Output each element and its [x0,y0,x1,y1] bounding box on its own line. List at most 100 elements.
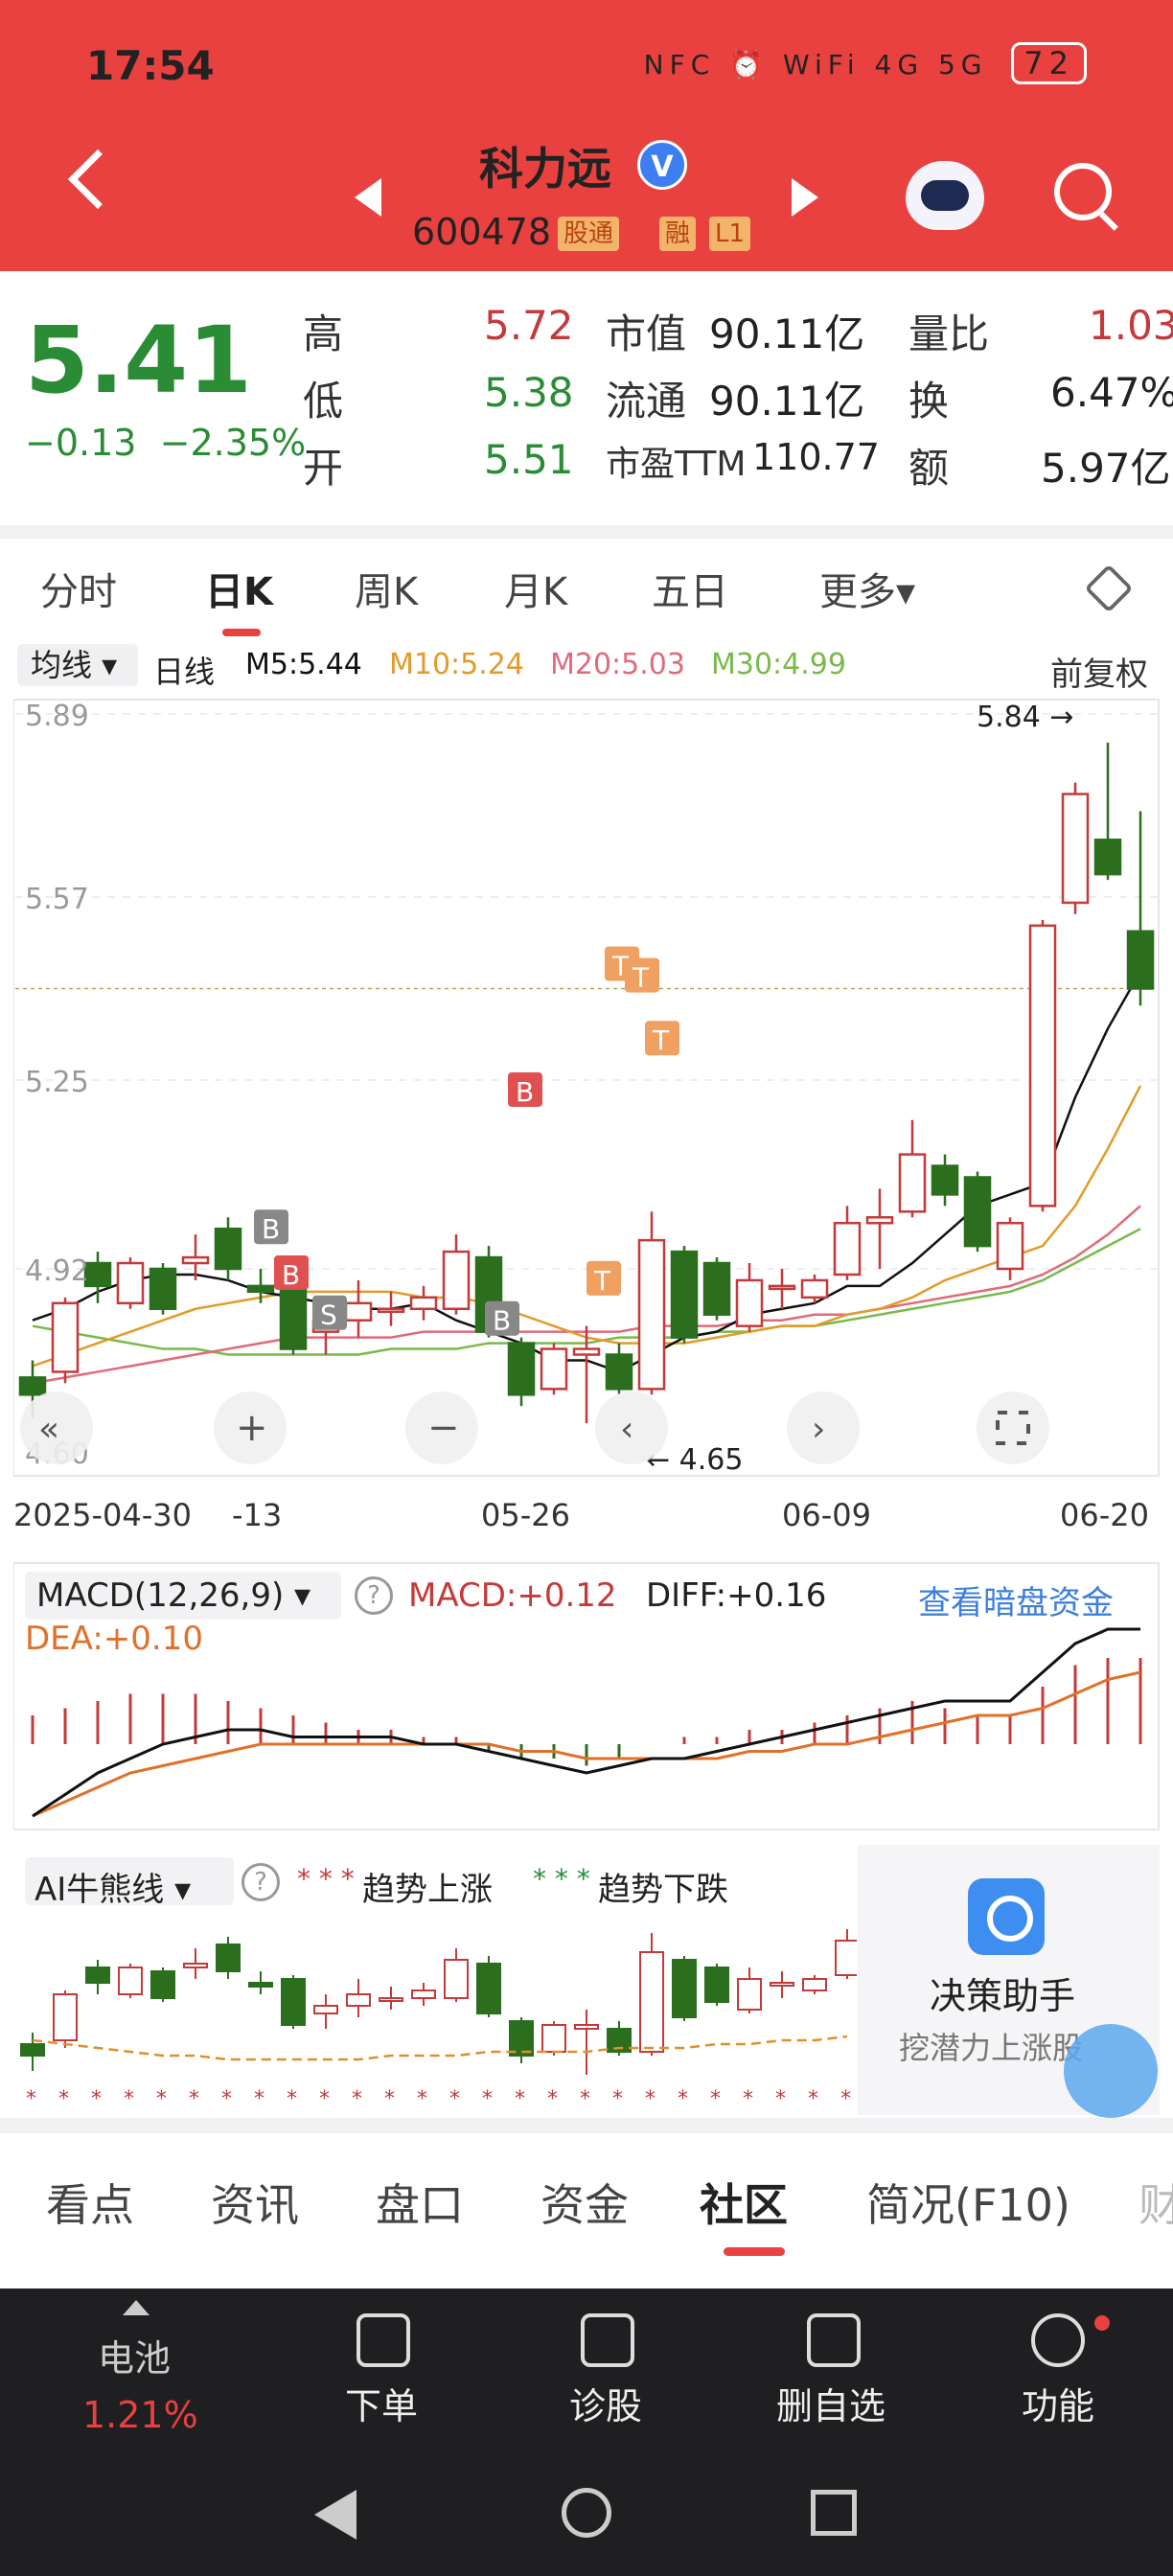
plus-icon: + [236,1406,268,1450]
divider [0,525,1173,539]
next-stock-icon[interactable] [792,178,818,217]
y-tick-label: 5.89 [25,700,89,733]
robot-assistant-icon[interactable] [906,161,984,230]
btab-community[interactable]: 社区 [700,2179,788,2231]
candle-body [18,1376,47,1396]
ai-candle-body [574,2024,599,2030]
fullscreen-icon [996,1411,1030,1445]
notification-dot [1094,2315,1110,2331]
tab-weekly-k[interactable]: 周K [355,570,419,614]
candle-body [963,1176,992,1248]
diagnose-icon[interactable] [581,2313,634,2367]
candle-body [181,1255,210,1265]
function-icon[interactable] [1031,2313,1085,2367]
nav-order[interactable]: 下单 [345,2385,419,2427]
ai-selector[interactable] [25,1857,234,1905]
trade-marker-label: B [282,1259,300,1291]
btab-funds[interactable]: 资金 [540,2179,629,2231]
expand-up-icon[interactable] [123,2300,150,2315]
ai-candle-body [313,2005,338,2014]
macd-selector[interactable] [25,1572,341,1620]
scroll-left-button [595,1392,668,1464]
ma5-label: M5:5.44 [245,648,362,681]
ai-trend-star: * [710,2087,721,2111]
settings-icon[interactable] [1084,564,1134,613]
tab-five-day[interactable]: 五日 [652,570,728,614]
search-icon[interactable] [1054,163,1112,220]
btab-financials[interactable]: 财 [1138,2179,1173,2231]
ai-trend-star: * [221,2087,232,2111]
scroll-right-button [787,1392,860,1464]
trade-marker [312,1295,347,1330]
order-icon[interactable] [356,2313,410,2367]
y-tick-label: 5.57 [25,883,89,916]
x-tick-0609: 06-09 [782,1497,871,1533]
diff-value: DIFF:+0.16 [646,1576,827,1615]
macd-help-icon[interactable]: ? [355,1576,393,1615]
nav-remove-watchlist[interactable]: 删自选 [776,2385,886,2427]
ai-trend-line [32,2035,848,2061]
ai-indicator-label[interactable]: AI牛熊线 ▾ [34,1871,192,1909]
ma-toggle-button[interactable]: 均线 ▾ [17,644,138,686]
candle-body [214,1227,242,1271]
system-recents-icon[interactable] [811,2490,857,2536]
tab-intraday[interactable]: 分时 [40,570,117,614]
ai-candle-body [118,1966,143,1995]
ai-trend-star: * [26,2087,36,2111]
remove-watchlist-icon[interactable] [807,2313,861,2367]
nav-battery-label[interactable]: 电池 [98,2337,172,2380]
btab-f10[interactable]: 简况(F10) [866,2179,1070,2231]
lightbulb-icon[interactable] [1064,2024,1158,2118]
ai-candle-body [150,1970,175,1999]
adjust-label[interactable]: 前复权 [1050,656,1148,694]
y-tick-label: 4.92 [25,1254,89,1288]
nav-function[interactable]: 功能 [1022,2385,1095,2427]
candle-body [833,1221,862,1276]
btab-news[interactable]: 资讯 [211,2179,299,2231]
macd-chart[interactable] [13,1562,1160,1830]
ai-candle-body [802,1978,827,1991]
turnover-label: 换 [908,378,950,425]
btab-orderbook[interactable]: 盘口 [376,2179,464,2231]
ai-trend-star: * [482,2087,493,2111]
chart-grid [15,713,1158,1270]
trade-markers: BBS BBT TTT [254,946,679,1337]
macd-indicator-label[interactable]: MACD(12,26,9) ▾ [36,1576,311,1615]
mktcap-label: 市值 [606,310,687,357]
tab-daily-k[interactable]: 日K [205,570,273,614]
ai-trend-star: * [743,2087,753,2111]
tab-more[interactable]: 更多▾ [819,570,916,614]
current-price: 5.41 [25,307,252,414]
ai-trend-star: * [91,2087,102,2111]
candle-body [605,1353,633,1391]
ai-help-icon[interactable]: ? [242,1863,280,1901]
dark-pool-link[interactable]: 查看暗盘资金 [918,1584,1114,1622]
ai-candle-body [509,2020,534,2057]
ai-candle-body [704,1966,729,2003]
ai-trend-star: * [124,2087,134,2111]
ai-candle-body [346,1993,371,2007]
btab-highlights[interactable]: 看点 [46,2179,134,2231]
ai-candle-body [85,1966,110,1984]
candle-body [1061,793,1090,905]
tag-margin: 融 [659,217,697,251]
candle-body [409,1296,438,1311]
candle-body [344,1301,373,1322]
ai-trend-star: * [189,2087,199,2111]
price-change: −0.13 −2.35% [25,422,306,464]
ai-trend-star: * [417,2087,427,2111]
macd-value: MACD:+0.12 [408,1576,617,1615]
prev-stock-icon[interactable] [355,178,381,217]
system-back-icon[interactable] [314,2490,356,2540]
nav-diagnose[interactable]: 诊股 [569,2385,643,2427]
up-legend-dots: * * * [297,1863,355,1895]
system-home-icon[interactable] [562,2488,611,2538]
candle-body [442,1250,471,1311]
x-tick-start: 2025-04-30 [13,1497,192,1533]
ai-candle-body [411,1990,436,1999]
x-tick-0620: 06-20 [1060,1497,1149,1533]
zoom-in-button [214,1392,287,1464]
tab-monthly-k[interactable]: 月K [504,570,568,614]
candle-body [279,1278,308,1350]
